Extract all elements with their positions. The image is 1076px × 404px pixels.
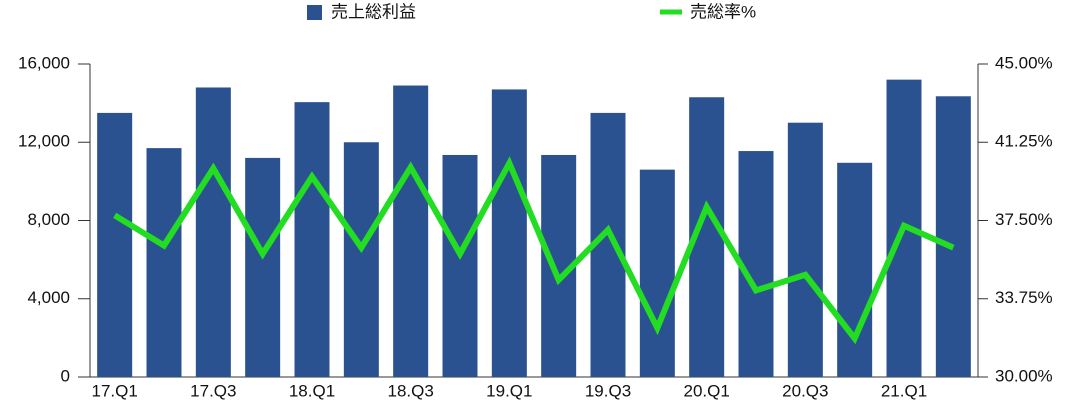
bar	[442, 154, 478, 377]
x-tick-label: 18.Q3	[388, 381, 434, 400]
x-tick-label: 20.Q1	[684, 381, 730, 400]
bar	[343, 142, 379, 377]
line	[113, 156, 955, 345]
bar	[738, 151, 774, 377]
x-tick-label: 17.Q1	[92, 381, 138, 400]
bar	[935, 96, 971, 377]
y2-tick-label: 30.00%	[995, 366, 1053, 385]
x-tick-label: 19.Q1	[486, 381, 532, 400]
legend-label: 売総率%	[690, 2, 756, 21]
x-tick-label: 20.Q3	[782, 381, 828, 400]
bar	[787, 122, 823, 377]
bar	[639, 169, 675, 377]
x-tick-label: 18.Q1	[289, 381, 335, 400]
y2-tick-label: 37.50%	[995, 210, 1053, 229]
y-tick-label: 12,000	[18, 132, 70, 151]
y2-tick-label: 41.25%	[995, 132, 1053, 151]
y2-tick-label: 45.00%	[995, 53, 1053, 72]
legend-label: 売上総利益	[331, 2, 416, 21]
legend-swatch	[307, 5, 322, 20]
y-tick-label: 4,000	[27, 288, 70, 307]
bar	[146, 148, 182, 377]
x-tick-label: 17.Q3	[190, 381, 236, 400]
bar	[245, 157, 281, 377]
bar	[97, 112, 133, 377]
y-tick-label: 16,000	[18, 53, 70, 72]
x-tick-label: 19.Q3	[585, 381, 631, 400]
x-tick-label: 21.Q1	[881, 381, 927, 400]
y-tick-label: 0	[61, 366, 70, 385]
bar	[393, 85, 429, 378]
bar	[195, 87, 231, 377]
y2-tick-label: 33.75%	[995, 288, 1053, 307]
bar	[491, 89, 527, 378]
bar	[294, 102, 330, 377]
bar	[837, 162, 873, 377]
y-tick-label: 8,000	[27, 210, 70, 229]
